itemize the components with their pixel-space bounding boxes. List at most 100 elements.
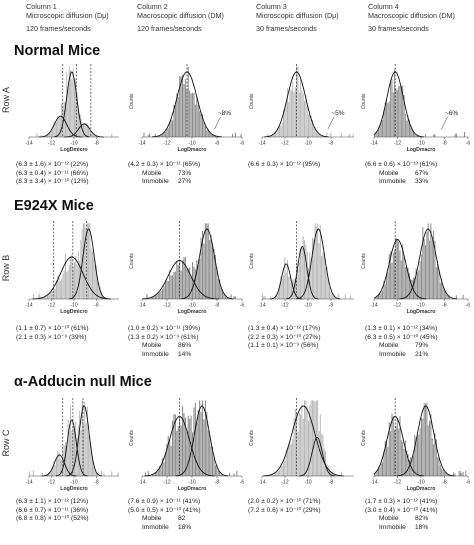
histogram-bar xyxy=(263,296,265,299)
x-axis-label: LogDmicro xyxy=(60,309,87,315)
histogram-bar xyxy=(98,282,100,299)
annotation-label: ~5% xyxy=(331,110,344,117)
histogram-bar xyxy=(305,244,307,299)
histogram-bar xyxy=(338,293,340,299)
histogram-bar xyxy=(314,223,316,299)
x-axis-label: LogDmacro xyxy=(178,486,207,492)
histogram-bar xyxy=(311,237,313,299)
y-axis-label: Counts xyxy=(361,253,367,269)
histogram-bar xyxy=(147,471,149,476)
histogram-bar xyxy=(63,269,65,299)
x-tick-label: -10 xyxy=(304,480,311,486)
histogram-bar xyxy=(52,467,54,476)
histogram-bar xyxy=(54,122,56,137)
histogram-bar xyxy=(179,75,181,137)
histogram-bar xyxy=(88,434,90,476)
histogram-bar xyxy=(445,473,447,476)
histogram-bar xyxy=(68,66,70,137)
histogram-bar xyxy=(378,293,380,299)
x-tick-label: -14 xyxy=(370,141,377,147)
histogram-bar xyxy=(439,282,441,299)
histogram-bar xyxy=(192,262,194,299)
histogram-bar xyxy=(308,420,309,476)
histogram-bar xyxy=(403,256,405,299)
histogram-bar xyxy=(383,281,385,299)
histogram-bar xyxy=(36,133,38,137)
histogram-bar xyxy=(44,295,46,299)
histogram-bar xyxy=(418,270,420,299)
histogram-bar xyxy=(200,237,202,299)
histogram-bar xyxy=(462,471,464,476)
histogram-bar xyxy=(327,278,329,299)
histogram-bar xyxy=(29,471,30,476)
histogram-bar xyxy=(156,471,158,476)
histogram-bar xyxy=(233,473,235,476)
y-axis-label: Counts xyxy=(249,430,255,446)
x-tick-label: -12 xyxy=(281,303,288,309)
histogram-bar xyxy=(62,450,64,476)
stats-C4: (1.7 ± 0.3) × 10⁻¹² (41%) (3.0 ± 0.4) × … xyxy=(365,498,438,531)
histogram-bar xyxy=(166,443,168,476)
histogram-bar xyxy=(61,278,63,299)
histogram-bar xyxy=(406,265,408,299)
histogram-bar xyxy=(52,291,54,299)
column-subtitle: Macroscopic diffusion (DM) xyxy=(137,11,224,20)
histogram-bar xyxy=(219,472,221,476)
histogram-bar xyxy=(322,135,324,137)
histogram-bar xyxy=(83,223,84,299)
column-header-3: Column 3 Microscopic diffusion (Dμ) 30 f… xyxy=(256,2,339,33)
histogram-bar xyxy=(433,444,435,476)
histogram-bar xyxy=(207,129,209,137)
histogram-bar xyxy=(280,276,282,299)
histogram-bar xyxy=(209,239,211,299)
column-title: Column 4 xyxy=(368,2,399,11)
histogram-bar xyxy=(32,294,34,299)
histogram-bar xyxy=(425,245,427,299)
x-tick-label: -12 xyxy=(394,141,401,147)
histogram-bar xyxy=(431,438,433,476)
histogram-bar xyxy=(269,135,271,137)
histogram-bar xyxy=(273,133,275,137)
histogram-bar xyxy=(458,470,460,476)
histogram-bar xyxy=(103,473,105,476)
histogram-bar xyxy=(416,435,418,476)
histogram-bar xyxy=(289,440,291,476)
histogram-bar xyxy=(449,297,451,299)
histogram-bar xyxy=(220,474,222,476)
histogram-bar xyxy=(394,250,396,299)
histogram-bar xyxy=(89,223,91,299)
histogram-bar xyxy=(219,279,221,299)
histogram-bar xyxy=(111,471,113,476)
histogram-bar xyxy=(311,119,313,137)
x-tick-label: -8 xyxy=(94,141,99,147)
histogram-bar xyxy=(62,274,64,299)
histogram-bar xyxy=(173,105,175,137)
histogram-bar xyxy=(391,413,393,476)
histogram-bar xyxy=(183,84,185,137)
histogram-bar xyxy=(272,473,274,476)
histogram-bar xyxy=(56,280,57,299)
histogram-bar xyxy=(288,276,290,299)
histogram-bar xyxy=(313,127,315,137)
histogram-bar xyxy=(71,254,73,299)
section-title-e924x: E924X Mice xyxy=(14,198,94,214)
histogram-bar xyxy=(391,262,393,299)
histogram-bar xyxy=(310,115,312,137)
histogram-bar xyxy=(48,473,50,476)
histogram-bar xyxy=(187,66,189,137)
histogram-bar xyxy=(415,437,417,476)
column-header-2: Column 2 Macroscopic diffusion (DM) 120 … xyxy=(137,2,224,33)
x-tick-label: -12 xyxy=(281,141,288,147)
histogram-bar xyxy=(92,132,93,137)
histogram-bar xyxy=(439,464,441,476)
fit-curve-1 xyxy=(374,239,427,300)
histogram-bar xyxy=(279,284,281,299)
histogram-bar xyxy=(290,444,292,476)
histogram-bar xyxy=(390,251,392,299)
y-axis-label: Counts xyxy=(361,430,367,446)
histogram-bar xyxy=(277,127,279,137)
histogram-bar xyxy=(203,243,205,299)
histogram-bar xyxy=(94,134,96,137)
fit-curve-3 xyxy=(64,123,104,138)
x-tick-label: -8 xyxy=(442,303,447,309)
